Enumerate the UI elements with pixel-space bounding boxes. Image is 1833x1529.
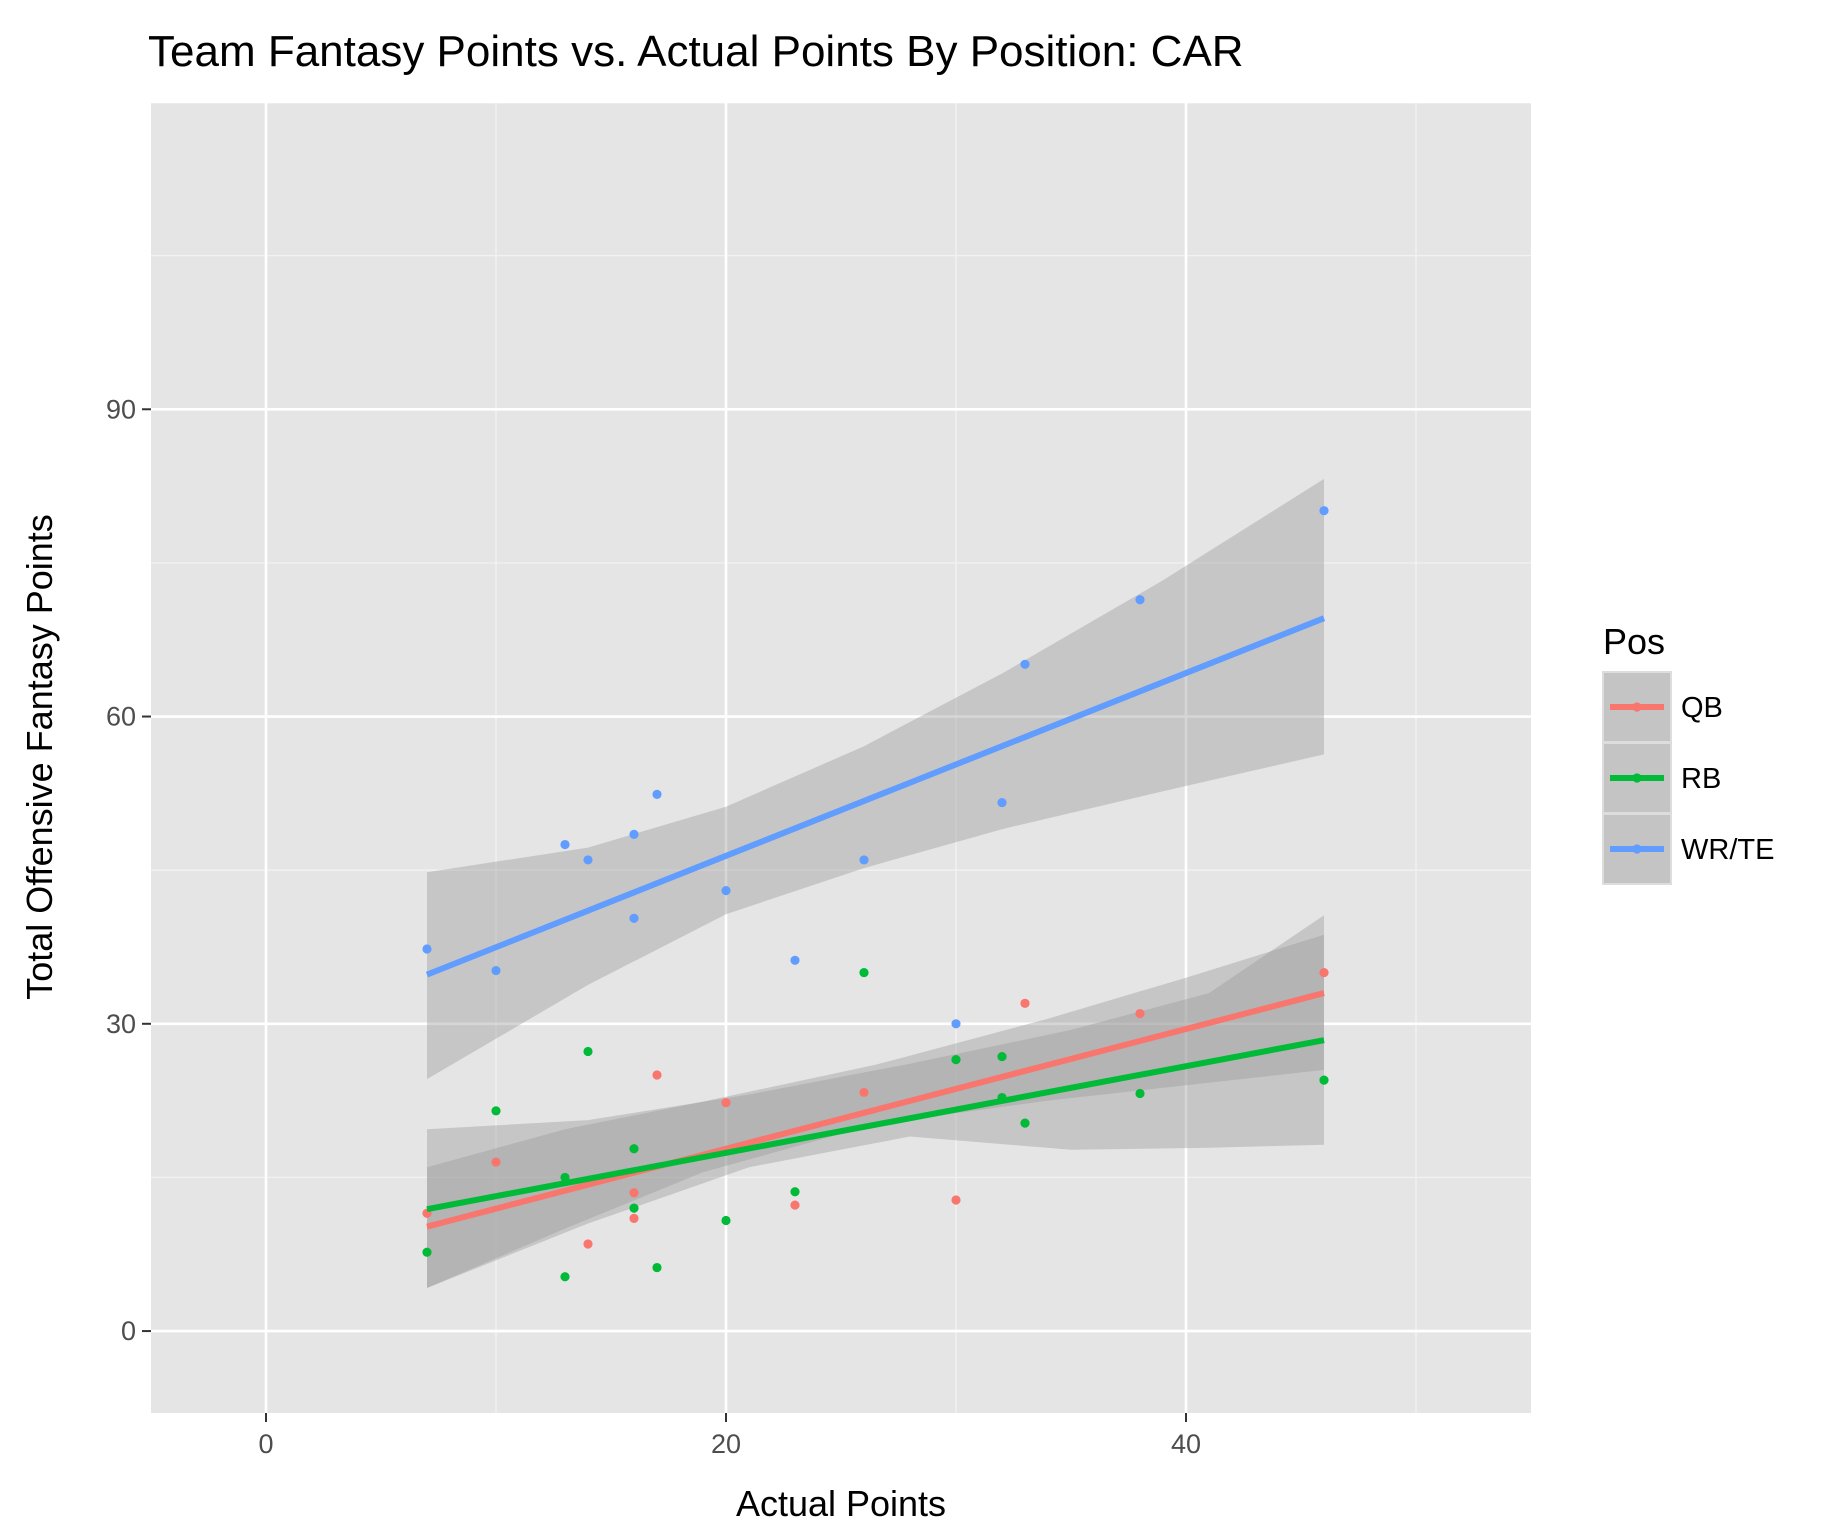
data-point bbox=[583, 855, 593, 865]
data-point bbox=[629, 913, 639, 923]
legend-label: QB bbox=[1681, 692, 1723, 724]
data-point bbox=[1020, 659, 1030, 669]
grid-major bbox=[151, 100, 1531, 1413]
data-point bbox=[721, 886, 731, 896]
data-point bbox=[560, 1272, 570, 1282]
plot-panel bbox=[151, 102, 1531, 1413]
data-point bbox=[790, 1187, 800, 1197]
chart-title: Team Fantasy Points vs. Actual Points By… bbox=[148, 27, 1244, 76]
data-point bbox=[721, 1098, 731, 1108]
data-point bbox=[1319, 1075, 1329, 1085]
legend-item: WR/TE bbox=[1602, 813, 1774, 885]
data-point bbox=[859, 855, 869, 865]
legend-item: QB bbox=[1602, 671, 1723, 743]
fit-line bbox=[426, 990, 1325, 1230]
y-axis: 0 30 60 90 bbox=[106, 394, 151, 1346]
data-point bbox=[1020, 998, 1030, 1008]
legend-key-point bbox=[1632, 702, 1642, 712]
confidence-band bbox=[427, 915, 1324, 1288]
legend-label: WR/TE bbox=[1681, 834, 1774, 866]
legend-title: Pos bbox=[1603, 621, 1665, 662]
data-point bbox=[951, 1195, 961, 1205]
data-point bbox=[583, 1239, 593, 1249]
fit-lines bbox=[425, 615, 1326, 1230]
fit-line bbox=[425, 615, 1326, 978]
data-points bbox=[422, 506, 1329, 1282]
data-point bbox=[1135, 1088, 1145, 1099]
legend-item: RB bbox=[1602, 742, 1721, 814]
x-axis: 0 20 40 bbox=[258, 1413, 1201, 1459]
legend-key-point bbox=[1632, 844, 1642, 854]
data-point bbox=[652, 1070, 662, 1080]
data-point bbox=[951, 1019, 961, 1029]
x-tick-label: 40 bbox=[1171, 1429, 1201, 1459]
x-axis-title: Actual Points bbox=[736, 1483, 946, 1524]
data-point bbox=[997, 1051, 1007, 1062]
data-point bbox=[721, 1215, 731, 1226]
confidence-band bbox=[427, 478, 1324, 1080]
y-tick-label: 30 bbox=[106, 1009, 136, 1039]
data-point bbox=[859, 1087, 869, 1098]
y-axis-title: Total Offensive Fantasy Points bbox=[19, 514, 60, 1000]
data-point bbox=[560, 839, 570, 850]
data-point bbox=[422, 1247, 432, 1257]
x-tick-label: 20 bbox=[711, 1429, 741, 1459]
x-tick-label: 0 bbox=[258, 1429, 273, 1459]
y-tick-label: 60 bbox=[106, 702, 136, 732]
data-point bbox=[652, 1262, 662, 1273]
data-point bbox=[1020, 1118, 1030, 1128]
data-point bbox=[790, 1200, 800, 1210]
data-point bbox=[1135, 1008, 1145, 1019]
data-point bbox=[583, 1046, 593, 1057]
data-point bbox=[629, 1213, 639, 1223]
data-point bbox=[652, 789, 662, 799]
data-point bbox=[1135, 595, 1145, 605]
data-point bbox=[951, 1055, 961, 1065]
legend-key-point bbox=[1632, 773, 1642, 783]
data-point bbox=[629, 1144, 639, 1154]
data-point bbox=[1319, 967, 1329, 978]
data-point bbox=[629, 829, 639, 839]
data-point bbox=[422, 944, 432, 954]
data-point bbox=[790, 955, 800, 965]
data-point bbox=[491, 1106, 501, 1116]
legend: Pos QB RB WR/TE bbox=[1602, 621, 1774, 885]
data-point bbox=[629, 1203, 639, 1213]
data-point bbox=[997, 797, 1007, 808]
data-point bbox=[491, 965, 501, 976]
data-point bbox=[491, 1157, 501, 1167]
data-point bbox=[859, 967, 869, 978]
legend-label: RB bbox=[1681, 763, 1721, 795]
y-tick-label: 90 bbox=[106, 394, 136, 424]
grid-minor bbox=[151, 102, 1531, 1413]
fit-line bbox=[426, 1037, 1325, 1213]
y-tick-label: 0 bbox=[121, 1316, 136, 1346]
data-point bbox=[629, 1188, 639, 1198]
data-point bbox=[1319, 506, 1329, 516]
